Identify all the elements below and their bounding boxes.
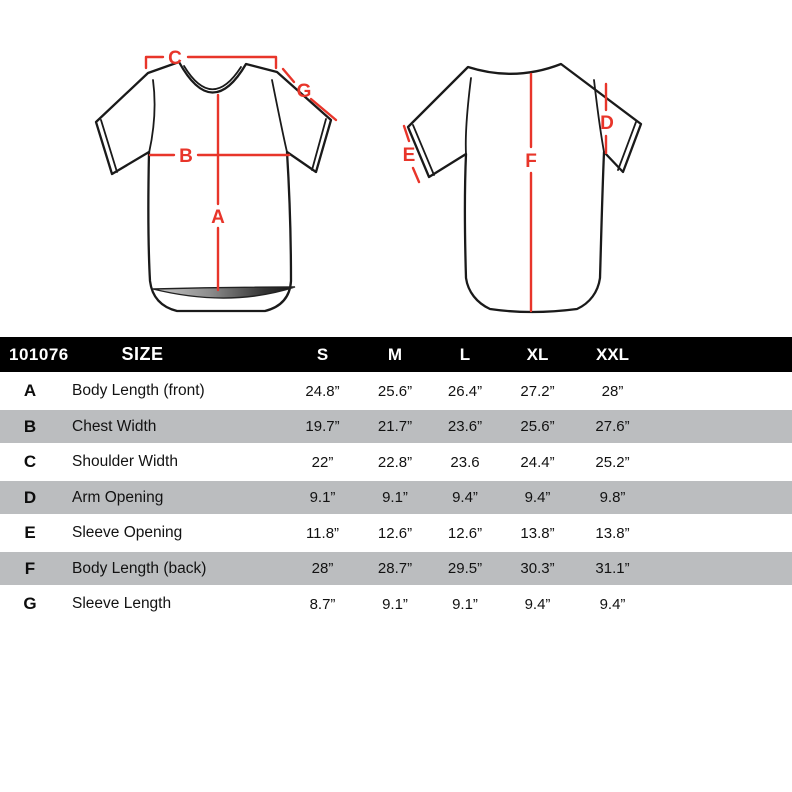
size-table-header: 101076 SIZE S M L XL XXL [0,337,792,372]
column-header-s: S [316,344,329,364]
row-value-l: 23.6” [447,418,483,435]
column-header-xl: XL [526,344,549,364]
row-value-xxl: 9.8” [599,489,626,506]
row-value-m: 21.7” [377,418,413,435]
row-value-xxl: 13.8” [595,524,630,542]
row-value-s: 9.1” [309,489,336,506]
table-row-e: E Sleeve Opening 11.8” 12.6” 12.6” 13.8”… [0,514,792,552]
row-value-xl: 27.2” [520,382,555,400]
row-value-m: 22.8” [377,453,413,471]
measurement-label-b: B [179,146,193,167]
size-column-header: SIZE [121,344,164,364]
row-value-l: 9.4” [452,489,478,506]
row-label: Shoulder Width [72,453,178,470]
shirt-front-outline [94,60,333,313]
row-label: Sleeve Opening [72,524,183,541]
row-value-xl: 9.4” [524,595,551,613]
front-measurement-lines [144,55,338,292]
row-label: Body Length (front) [72,382,205,399]
table-row-d: D Arm Opening 9.1” 9.1” 9.4” 9.4” 9.8” [0,481,792,514]
product-code: 101076 [9,344,69,364]
row-letter: E [24,523,36,542]
row-label: Body Length (back) [72,559,207,577]
row-value-xl: 25.6” [520,418,555,435]
table-row-g: G Sleeve Length 8.7” 9.1” 9.1” 9.4” 9.4” [0,585,792,623]
table-row-c: C Shoulder Width 22” 22.8” 23.6 24.4” 25… [0,443,792,481]
row-value-s: 8.7” [309,595,336,613]
row-value-m: 9.1” [382,489,408,506]
row-value-s: 19.7” [305,418,340,435]
row-value-xxl: 9.4” [599,595,626,613]
row-value-s: 22” [311,453,334,471]
size-table: 101076 SIZE S M L XL XXL A Body Length (… [0,337,792,623]
row-letter: C [23,452,37,471]
row-value-l: 26.4” [447,382,483,400]
column-header-m: M [387,344,403,364]
row-value-m: 12.6” [377,524,413,542]
measurement-label-f: F [525,151,537,172]
column-header-l: L [459,344,471,364]
front-hem-shading [152,286,296,299]
row-label: Sleeve Length [72,595,172,612]
column-header-xxl: XXL [595,344,630,364]
row-value-s: 11.8” [305,524,340,542]
row-value-l: 9.1” [452,595,478,613]
measurement-label-c: C [168,48,182,69]
row-value-l: 23.6 [450,453,480,471]
row-value-m: 28.7” [377,560,413,577]
row-letter: A [23,381,37,400]
table-row-f: F Body Length (back) 28” 28.7” 29.5” 30.… [0,552,792,585]
row-value-xxl: 27.6” [595,418,630,435]
row-value-xl: 30.3” [520,560,555,577]
row-letter: B [23,416,37,436]
row-value-xxl: 25.2” [595,453,630,471]
row-value-s: 24.8” [305,382,340,400]
measurement-label-a: A [211,207,225,228]
row-value-xl: 24.4” [520,453,555,471]
row-letter: F [24,558,36,578]
row-value-m: 9.1” [382,595,408,613]
row-value-s: 28” [311,560,334,577]
row-letter: G [23,594,37,613]
row-value-l: 29.5” [447,560,483,577]
back-measurement-lines [402,72,608,313]
row-value-xl: 13.8” [520,524,555,542]
row-label: Arm Opening [72,488,164,506]
measurement-label-e: E [403,145,416,166]
row-label: Chest Width [72,417,157,435]
shirt-measurement-diagram: C G B A D F E [94,48,643,314]
measurement-label-g: G [297,81,312,102]
row-value-m: 25.6” [377,382,413,400]
row-value-l: 12.6” [447,524,483,542]
measurement-label-d: D [600,113,614,134]
row-value-xxl: 31.1” [595,560,630,577]
shirt-back-outline [406,62,643,314]
table-row-b: B Chest Width 19.7” 21.7” 23.6” 25.6” 27… [0,410,792,443]
table-row-a: A Body Length (front) 24.8” 25.6” 26.4” … [0,372,792,410]
row-value-xxl: 28” [601,382,624,400]
row-value-xl: 9.4” [524,489,551,506]
row-letter: D [23,487,37,507]
